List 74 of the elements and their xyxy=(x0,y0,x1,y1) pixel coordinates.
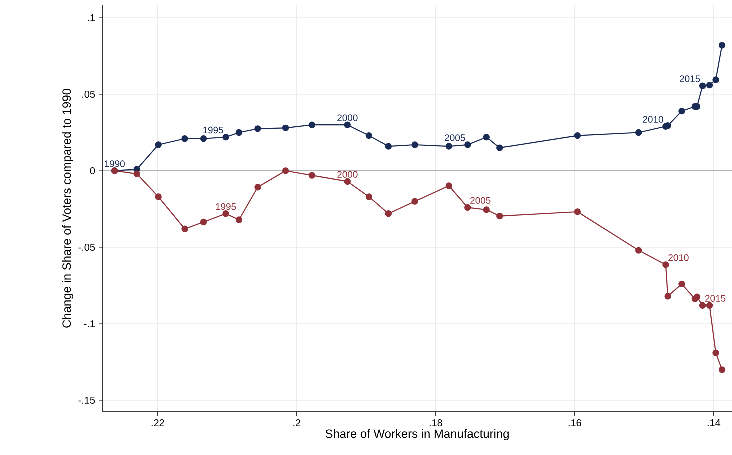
x-tick-label: .18 xyxy=(430,420,442,427)
point xyxy=(385,143,392,150)
point xyxy=(662,262,670,268)
point xyxy=(718,42,726,49)
point xyxy=(694,294,701,300)
point xyxy=(464,204,472,212)
point xyxy=(496,212,504,220)
annotation: 1995 xyxy=(203,126,224,134)
point xyxy=(134,170,140,178)
annotation: 2005 xyxy=(470,197,491,204)
point xyxy=(182,226,188,232)
y-tick-label: .1 xyxy=(88,14,96,22)
point xyxy=(308,122,316,128)
point xyxy=(200,218,208,226)
point xyxy=(678,108,686,115)
x-axis-title: Share of Workers in Manufacturing xyxy=(326,429,509,441)
y-tick-label: -.05 xyxy=(78,244,96,252)
point xyxy=(236,129,243,136)
x-tick-label: .14 xyxy=(708,420,721,426)
x-tick-label: .16 xyxy=(568,420,582,427)
annotation: 1995 xyxy=(216,203,236,210)
point xyxy=(222,210,230,218)
point xyxy=(254,126,262,132)
point xyxy=(574,208,582,216)
point xyxy=(155,194,162,200)
y-axis-title: Change in Share of Voters compared to 1990 xyxy=(62,89,74,328)
point xyxy=(718,366,726,374)
point xyxy=(366,132,373,140)
annotation: 2015 xyxy=(705,295,726,302)
point xyxy=(699,82,706,90)
point xyxy=(412,198,418,205)
point xyxy=(483,134,490,141)
point xyxy=(699,302,706,309)
point xyxy=(574,132,582,140)
point xyxy=(366,194,373,200)
point xyxy=(282,168,290,174)
annotation: 2000 xyxy=(338,114,358,122)
point xyxy=(446,143,452,150)
annotation: 2005 xyxy=(445,134,466,142)
y-tick-label: 0 xyxy=(90,167,96,175)
point xyxy=(236,216,243,224)
point xyxy=(254,184,262,191)
point xyxy=(496,144,504,152)
y-tick-label: .05 xyxy=(82,90,96,98)
point xyxy=(155,142,162,148)
point xyxy=(636,129,642,136)
point xyxy=(464,142,472,148)
point xyxy=(712,350,720,356)
x-tick-label: .2 xyxy=(294,420,301,426)
point xyxy=(344,122,351,128)
annotation: 2015 xyxy=(680,76,700,82)
point xyxy=(412,142,418,148)
point xyxy=(712,76,720,84)
point xyxy=(706,302,714,309)
point xyxy=(706,82,714,89)
point xyxy=(282,124,290,132)
point xyxy=(200,136,208,142)
point xyxy=(636,247,642,254)
point xyxy=(308,172,316,179)
point xyxy=(385,210,392,218)
annotation: 2010 xyxy=(643,116,664,123)
point xyxy=(664,293,672,300)
point xyxy=(182,136,188,142)
y-tick-label: -.1 xyxy=(84,320,96,328)
point xyxy=(344,178,351,186)
annotation: 2010 xyxy=(668,254,689,262)
point xyxy=(483,206,490,214)
point xyxy=(678,280,686,288)
x-tick-label: .22 xyxy=(152,420,164,426)
annotation: 1990 xyxy=(105,160,125,168)
y-tick-label: -.15 xyxy=(78,397,96,404)
point xyxy=(222,134,230,141)
annotation: 2000 xyxy=(338,171,358,178)
point xyxy=(446,182,452,190)
